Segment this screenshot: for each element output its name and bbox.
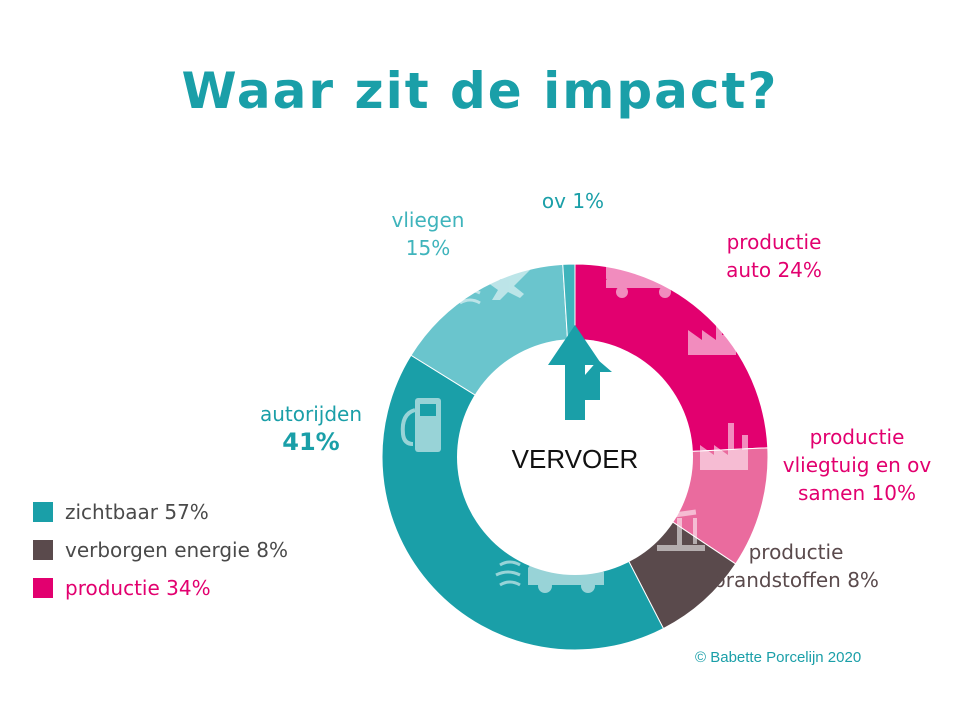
legend: zichtbaar 57% verborgen energie 8% produ…	[33, 493, 288, 607]
center-label: VERVOER	[512, 444, 639, 474]
legend-swatch	[33, 502, 53, 522]
copyright: © Babette Porcelijn 2020	[695, 649, 862, 666]
label-productie-auto: productie auto 24%	[726, 230, 822, 282]
legend-item-zichtbaar: zichtbaar 57%	[33, 493, 288, 531]
chart-title: Waar zit de impact?	[181, 62, 779, 120]
label-autorijden: autorijden 41%	[259, 402, 363, 456]
oil-pump-icon	[657, 509, 705, 551]
label-ov: ov 1%	[541, 189, 605, 213]
factory-icon	[700, 423, 748, 470]
label-productie-brandstoffen: productie brandstoffen 8%	[713, 540, 879, 592]
legend-swatch	[33, 578, 53, 598]
direction-arrow-icon	[548, 325, 612, 420]
factory-icon	[688, 308, 736, 355]
legend-swatch	[33, 540, 53, 560]
fuel-pump-icon	[400, 398, 441, 452]
donut-hole	[457, 339, 693, 575]
airplane-icon	[455, 258, 538, 305]
legend-item-verborgen-energie: verborgen energie 8%	[33, 531, 288, 569]
car-icon	[495, 552, 604, 593]
label-productie-vliegtuig: productie vliegtuig en ov samen 10%	[782, 425, 932, 505]
legend-item-productie: productie 34%	[33, 569, 288, 607]
label-vliegen: vliegen 15%	[391, 208, 465, 260]
truck-icon	[606, 259, 678, 298]
